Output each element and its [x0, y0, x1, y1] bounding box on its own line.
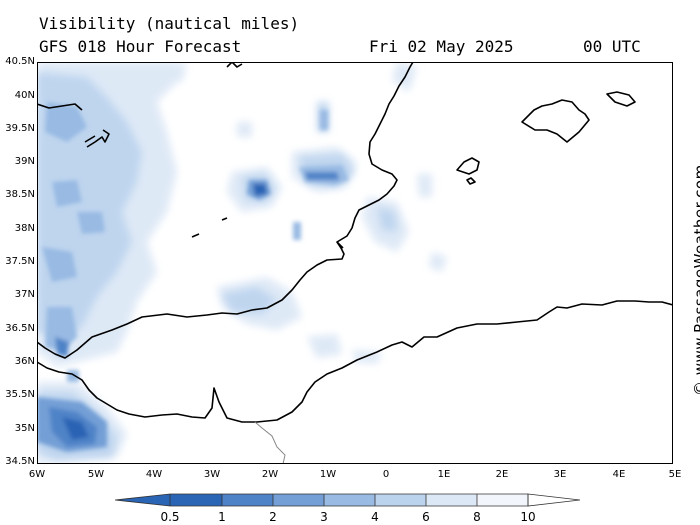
- mallorca-island: [521, 99, 590, 143]
- lon-label: 4W: [145, 469, 163, 480]
- lat-label: 40N: [14, 90, 35, 101]
- lat-label: 37.5N: [5, 256, 35, 267]
- variable-title: Visibility (nautical miles): [39, 14, 300, 33]
- lat-label: 36N: [14, 356, 35, 367]
- lat-label: 38.5N: [5, 189, 35, 200]
- coast-fragment: [86, 129, 110, 148]
- colorbar-swatch: [273, 494, 324, 506]
- colorbar-label: 0.5: [160, 510, 180, 524]
- lon-label: 1E: [437, 469, 451, 480]
- lat-label: 34.5N: [5, 456, 35, 467]
- colorbar-label: 1: [218, 510, 226, 524]
- colorbar-label: 10: [520, 510, 536, 524]
- colorbar-swatch: [375, 494, 426, 506]
- coast-fragment: [336, 241, 344, 249]
- portugal-coast-fragment: [37, 103, 83, 111]
- colorbar-label: 3: [320, 510, 328, 524]
- colorbar-label: 6: [422, 510, 430, 524]
- lat-label: 37N: [14, 289, 35, 300]
- colorbar-swatch: [324, 494, 375, 506]
- lat-label: 35N: [14, 423, 35, 434]
- menorca-island: [606, 91, 636, 107]
- formentera-island: [466, 177, 476, 185]
- model-title: GFS 018 Hour Forecast: [39, 37, 242, 56]
- forecast-date: Fri 02 May 2025: [369, 37, 514, 56]
- visibility-map: [37, 62, 673, 464]
- colorbar-swatch: [170, 494, 222, 506]
- north-africa-coastline: [37, 300, 673, 423]
- colorbar-label: 2: [269, 510, 277, 524]
- lat-label: 39.5N: [5, 123, 35, 134]
- coast-fragment: [191, 233, 200, 238]
- colorbar-swatch: [426, 494, 477, 506]
- lon-label: 1W: [319, 469, 337, 480]
- forecast-time: 00 UTC: [583, 37, 641, 56]
- lat-label: 35.5N: [5, 389, 35, 400]
- border-line: [254, 421, 286, 464]
- lon-label: 2E: [495, 469, 509, 480]
- lon-label: 3E: [553, 469, 567, 480]
- lon-label: 5W: [87, 469, 105, 480]
- ibiza-island: [456, 157, 480, 175]
- coast-fragment: [84, 135, 96, 143]
- coast-fragment: [221, 217, 228, 221]
- lon-label: 0: [382, 469, 390, 480]
- colorbar-legend: [115, 493, 581, 507]
- iberia-coastline: [37, 62, 414, 359]
- lon-label: 3W: [203, 469, 221, 480]
- colorbar-arrow-low: [115, 494, 170, 506]
- credit-text: © www.PassageWeather.com: [691, 164, 700, 396]
- colorbar-swatch: [222, 494, 273, 506]
- lat-label: 39N: [14, 156, 35, 167]
- coastlines: [37, 62, 673, 423]
- lon-label: 4E: [612, 469, 626, 480]
- lon-label: 2W: [261, 469, 279, 480]
- colorbar-swatch: [477, 494, 528, 506]
- lat-label: 36.5N: [5, 323, 35, 334]
- lat-label: 38N: [14, 223, 35, 234]
- lat-label: 40.5N: [5, 56, 35, 67]
- lon-label: 5E: [668, 469, 682, 480]
- map-frame: [37, 62, 673, 464]
- colorbar-arrow-high: [527, 493, 581, 507]
- colorbar-label: 8: [473, 510, 481, 524]
- lon-label: 6W: [28, 469, 46, 480]
- coast-fragment: [226, 62, 243, 68]
- colorbar-label: 4: [371, 510, 379, 524]
